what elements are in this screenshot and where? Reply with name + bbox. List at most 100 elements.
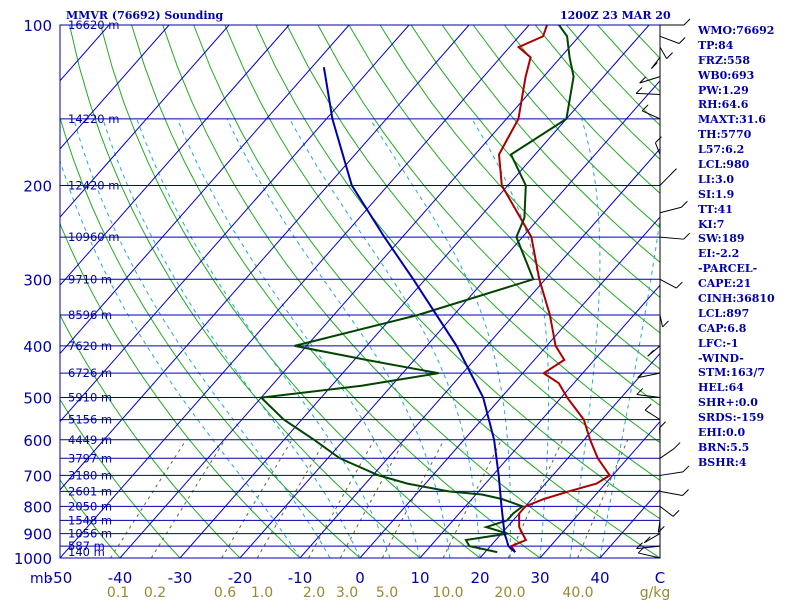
wind-barb-feather	[673, 442, 681, 449]
wind-barb	[659, 206, 682, 214]
temperature-tick-label: 0	[355, 569, 365, 587]
height-label: 5910 m	[68, 391, 112, 405]
index-item: SW:189	[698, 232, 745, 246]
temperature-tick-label: -10	[288, 569, 313, 587]
temperature-line	[497, 25, 612, 553]
height-label: 10960 m	[68, 230, 119, 244]
mixing-ratio-line	[308, 439, 375, 558]
wind-barb	[659, 236, 684, 240]
wind-barb	[659, 314, 663, 328]
height-label: 7620 m	[68, 339, 112, 353]
wind-barb	[657, 520, 661, 533]
pressure-unit-label: mb	[30, 571, 53, 587]
moist-adiabat-line	[599, 215, 660, 558]
index-item: HEL:64	[698, 381, 744, 395]
index-item: LCL:897	[698, 306, 750, 320]
wind-barb-feather	[635, 87, 643, 94]
wind-barb	[659, 35, 680, 44]
wind-barb	[641, 110, 661, 120]
pressure-tick-label: 900	[23, 526, 52, 544]
wind-barb-feather	[683, 18, 691, 26]
wind-barb	[659, 505, 674, 517]
wind-barb-feather	[641, 104, 649, 112]
height-label: 2601 m	[68, 484, 112, 498]
mixing-ratio-line	[381, 439, 445, 558]
temperature-tick-label: -40	[108, 569, 133, 587]
wind-barb-feather	[670, 168, 677, 176]
mixing-ratio-label: 10.0	[432, 585, 463, 600]
index-item: -PARCEL-	[698, 262, 758, 276]
dry-adiabat-line	[69, 25, 421, 558]
height-label: 3180 m	[68, 468, 112, 482]
isotherm-line	[119, 25, 590, 558]
chart-title-station: MMVR (76692) Sounding	[66, 9, 224, 22]
wind-barb	[659, 490, 683, 497]
index-item: WMO:76692	[698, 24, 775, 37]
index-item: WB0:693	[698, 68, 755, 82]
mixing-ratio-label: g/kg	[640, 585, 671, 600]
isotherm-line	[539, 420, 660, 558]
height-label: 9710 m	[68, 272, 112, 286]
wind-barb-feather	[682, 465, 690, 473]
temperature-tick-label: -20	[228, 569, 253, 587]
moist-adiabat-line	[176, 118, 421, 558]
wind-barb-feather	[678, 37, 686, 44]
wind-barb-feather	[637, 371, 645, 379]
temperature-tick-label: 40	[590, 569, 609, 587]
dry-adiabat-line	[193, 25, 660, 558]
wind-barb-feather	[647, 349, 654, 357]
wind-barb-feather	[672, 510, 680, 517]
wind-barb	[659, 174, 671, 186]
mixing-ratio-label: 0.6	[214, 585, 236, 600]
wind-barb	[659, 471, 684, 476]
index-item: L57:6.2	[698, 143, 745, 157]
mixing-ratio-line	[256, 439, 327, 558]
height-label: 5156 m	[68, 413, 112, 427]
wind-barb-feather	[662, 320, 669, 328]
isotherm-line	[479, 352, 660, 558]
moist-adiabat-line	[226, 118, 451, 558]
moist-adiabat-line	[136, 118, 391, 558]
mixing-ratio-label: 0.1	[107, 585, 129, 600]
wind-barb	[637, 372, 661, 379]
pressure-tick-label: 300	[23, 271, 52, 289]
wind-barb-feather	[681, 200, 688, 208]
height-label: 12420 m	[68, 178, 119, 192]
isotherm-line	[239, 79, 660, 558]
wind-barb	[636, 545, 661, 550]
wind-barb-feather	[657, 525, 665, 533]
wind-barb	[644, 533, 661, 544]
chart-title-time: 1200Z 23 MAR 20	[560, 9, 671, 22]
dewpoint-line	[258, 25, 575, 554]
height-label: 2050 m	[68, 499, 112, 513]
wind-barb-feather	[639, 76, 647, 84]
index-item: CAP:6.8	[698, 321, 747, 335]
dry-adiabat-line	[100, 25, 481, 558]
wind-barb	[639, 76, 661, 84]
index-item: MAXT:31.6	[698, 113, 766, 127]
moist-adiabat-line	[60, 159, 301, 558]
index-item: LFC:-1	[698, 336, 739, 350]
wind-barb	[659, 46, 668, 59]
height-label: 3797 m	[68, 451, 112, 465]
index-item: RH:64.6	[698, 98, 749, 112]
index-item: LI:3.0	[698, 172, 735, 186]
wind-barb-feather	[655, 136, 662, 144]
wind-barb-feather	[676, 281, 683, 289]
temperature-tick-label: -30	[168, 569, 193, 587]
height-label: 140 m	[68, 545, 105, 559]
mixing-ratio-line	[221, 439, 293, 558]
mixing-ratio-lines	[110, 439, 629, 558]
height-label: 587 m	[68, 539, 105, 553]
index-item: TP:84	[698, 38, 734, 52]
wind-barb-feather	[644, 403, 652, 411]
height-label: 1056 m	[68, 527, 112, 541]
mixing-ratio-line	[150, 439, 226, 558]
height-label: 4449 m	[68, 433, 112, 447]
index-item: SRDS:-159	[698, 411, 765, 425]
mixing-ratio-label: 3.0	[336, 585, 358, 600]
wind-barb	[636, 92, 661, 95]
temperature-tick-label: 30	[530, 569, 549, 587]
